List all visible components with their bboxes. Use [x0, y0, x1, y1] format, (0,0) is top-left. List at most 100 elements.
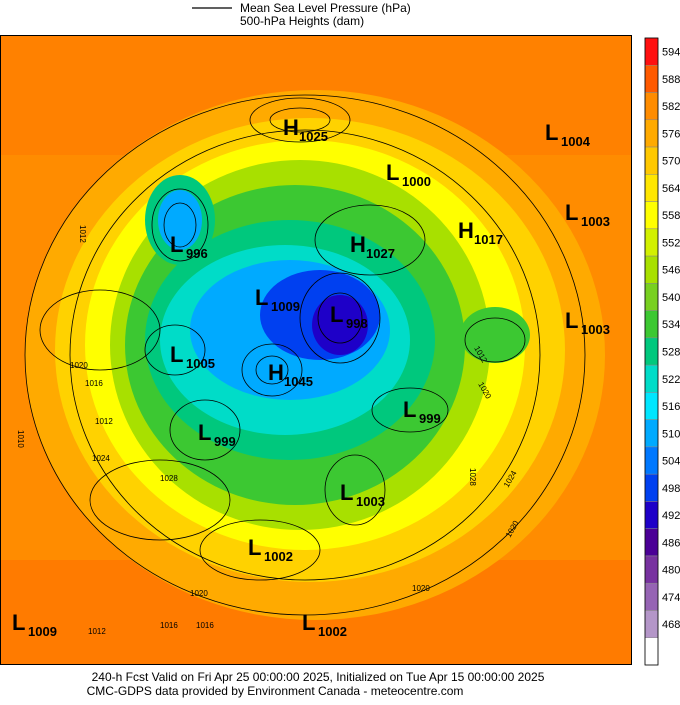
pressure-center: H 1045 — [268, 360, 313, 389]
isobar-label: 1016 — [196, 621, 214, 630]
center-letter: L — [340, 480, 353, 505]
isobar-label: 1016 — [85, 379, 103, 388]
colorbar-swatch — [644, 119, 659, 148]
footer-text: 240-h Fcst Valid on Fri Apr 25 00:00:00 … — [92, 670, 545, 684]
colorbar-swatch — [644, 337, 659, 366]
map-frame — [0, 35, 632, 665]
center-value: 1005 — [186, 356, 215, 371]
pressure-center: L 996 — [170, 232, 208, 261]
pressure-center: L 1003 — [565, 200, 610, 229]
center-letter: L — [330, 302, 343, 327]
center-value: 1000 — [402, 174, 431, 189]
colorbar-swatch — [644, 419, 659, 448]
pressure-center: L 999 — [403, 397, 441, 426]
center-letter: L — [565, 308, 578, 333]
isobar-label: 1020 — [412, 584, 430, 593]
colorbar-label: 570 — [662, 156, 680, 168]
isobar-label: 1016 — [160, 621, 178, 630]
colorbar-swatch — [644, 582, 659, 611]
pressure-center: L 999 — [198, 420, 236, 449]
colorbar-swatch — [644, 310, 659, 339]
center-value: 1017 — [474, 232, 503, 247]
colorbar-label: 504 — [662, 456, 680, 468]
colorbar-swatch — [644, 37, 659, 66]
pressure-center: L 1004 — [545, 120, 591, 149]
colorbar-label: 576 — [662, 128, 680, 140]
pressure-center: L 1009 — [12, 610, 57, 639]
colorbar-swatch — [644, 146, 659, 175]
colorbar-label: 486 — [662, 537, 680, 549]
center-value: 999 — [419, 411, 441, 426]
colorbar-swatch — [644, 473, 659, 502]
pressure-center: H 1025 — [283, 115, 328, 144]
colorbar-swatch — [644, 65, 659, 93]
center-value: 1009 — [28, 624, 57, 639]
pressure-center: H 1017 — [458, 218, 503, 247]
colorbar-frame — [644, 37, 659, 666]
colorbar-swatch — [644, 92, 659, 121]
colorbar-label: 552 — [662, 237, 680, 249]
colorbar-label: 594 — [662, 47, 680, 59]
center-letter: L — [386, 160, 399, 185]
isobar-label: 1028 — [468, 468, 477, 486]
colorbar-label: 588 — [662, 74, 680, 86]
legend-text: Mean Sea Level Pressure (hPa) — [240, 1, 411, 15]
center-letter: L — [403, 397, 416, 422]
colorbar-swatch — [644, 201, 659, 230]
colorbar-label: 522 — [662, 374, 680, 386]
center-letter: L — [170, 232, 183, 257]
colorbar-label: 582 — [662, 101, 680, 113]
colorbar-swatch — [644, 364, 659, 393]
center-letter: L — [545, 120, 558, 145]
center-value: 999 — [214, 434, 236, 449]
colorbar-swatch — [644, 555, 659, 584]
pressure-center: L 1000 — [386, 160, 431, 189]
colorbar-label: 540 — [662, 292, 680, 304]
colorbar-swatch — [644, 610, 659, 638]
colorbar-label: 510 — [662, 428, 680, 440]
pressure-center: L 998 — [330, 302, 368, 331]
center-value: 998 — [346, 316, 368, 331]
isobar-label: 1020 — [190, 589, 208, 598]
center-letter: L — [248, 535, 261, 560]
center-value: 1003 — [581, 214, 610, 229]
colorbar-label: 468 — [662, 619, 680, 631]
colorbar-swatch — [644, 174, 659, 202]
center-letter: H — [283, 115, 299, 140]
center-letter: L — [12, 610, 25, 635]
isobar-label: 1020 — [70, 361, 88, 370]
colorbar-swatch — [644, 392, 659, 420]
colorbar-label: 534 — [662, 319, 680, 331]
colorbar-label: 474 — [662, 592, 680, 604]
footer-text: CMC-GDPS data provided by Environment Ca… — [87, 684, 464, 698]
center-letter: H — [350, 232, 366, 257]
center-value: 1003 — [581, 322, 610, 337]
center-value: 1027 — [366, 246, 395, 261]
pressure-center: L 1002 — [248, 535, 293, 564]
center-value: 1009 — [271, 299, 300, 314]
colorbar-label: 528 — [662, 347, 680, 359]
legend-text: 500-hPa Heights (dam) — [240, 14, 364, 28]
colorbar-swatch — [644, 228, 659, 257]
center-value: 1002 — [264, 549, 293, 564]
center-value: 1004 — [561, 134, 591, 149]
pressure-center: L 1003 — [565, 308, 610, 337]
pressure-center: L 1009 — [255, 285, 300, 314]
colorbar-label: 564 — [662, 183, 680, 195]
center-value: 1025 — [299, 129, 328, 144]
colorbar-label: 558 — [662, 210, 680, 222]
isobar-label: 1012 — [78, 225, 87, 243]
center-letter: L — [255, 285, 268, 310]
colorbar-label: 516 — [662, 401, 680, 413]
isobar-label: 1010 — [16, 430, 25, 448]
pressure-center: L 1005 — [170, 342, 215, 371]
center-letter: L — [565, 200, 578, 225]
colorbar-swatch — [644, 283, 659, 311]
isobar-label: 1012 — [88, 627, 106, 636]
pressure-center: L 1002 — [302, 610, 347, 639]
colorbar-swatch — [644, 501, 659, 529]
center-value: 1003 — [356, 494, 385, 509]
center-value: 1045 — [284, 374, 313, 389]
isobar-label: 1024 — [92, 454, 110, 463]
